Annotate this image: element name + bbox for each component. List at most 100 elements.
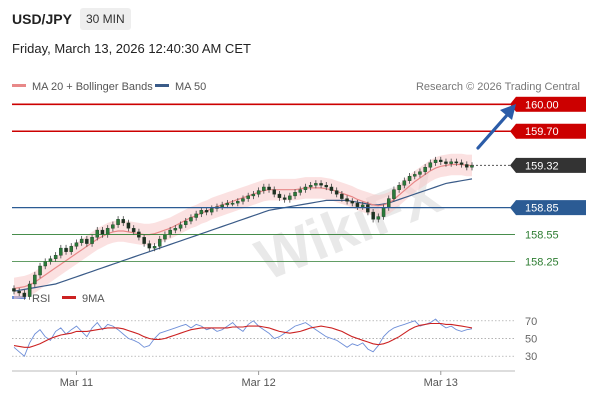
candle-body: [48, 258, 53, 262]
x-axis-ticks: Mar 11 Mar 12 Mar 13: [60, 371, 458, 389]
candle-body: [157, 238, 162, 247]
candle-body: [12, 288, 16, 292]
candle-body: [105, 228, 110, 235]
candle-body: [189, 217, 193, 222]
level-label: 158.55: [525, 230, 559, 242]
candle-body: [204, 210, 209, 213]
candle-body: [241, 198, 245, 202]
rsi-tick-label: 50: [525, 334, 537, 346]
level-badge: [516, 200, 586, 216]
candle-body: [314, 183, 318, 186]
candle-body: [298, 189, 303, 193]
ma50-line: [13, 178, 473, 292]
candle-body: [334, 190, 339, 195]
candle-body: [449, 161, 453, 164]
rsi-grid: 70 50 30: [12, 316, 537, 363]
candle-body: [465, 164, 469, 168]
candle-body: [85, 238, 89, 244]
candle-body: [413, 174, 417, 177]
x-tick-label: Mar 11: [60, 377, 93, 389]
candle-body: [33, 274, 37, 285]
candle-body: [43, 261, 48, 267]
candle-body: [74, 242, 79, 247]
candle-body: [282, 197, 287, 200]
ma20-legend-swatch: [12, 84, 26, 87]
candle-body: [355, 202, 360, 207]
candle-body: [69, 246, 73, 252]
candle-body: [444, 161, 448, 164]
candle-body: [454, 161, 459, 164]
rsi-tick-label: 30: [525, 351, 537, 363]
candle-body: [381, 207, 386, 217]
candle-body: [95, 229, 99, 238]
candle-body: [423, 166, 427, 172]
level-label: 158.25: [525, 257, 559, 269]
candle-body: [163, 234, 167, 240]
candle-body: [371, 211, 375, 220]
candle-body: [308, 184, 313, 188]
candle-body: [116, 219, 120, 225]
level-badge: [516, 96, 586, 112]
candle-body: [272, 189, 277, 195]
level-label: 159.70: [525, 126, 559, 138]
candle-body: [350, 201, 355, 204]
candle-body: [418, 171, 422, 175]
projection-arrow: [476, 104, 516, 150]
candle-body: [340, 193, 344, 199]
candle-body: [277, 193, 282, 198]
candle-body: [470, 165, 474, 168]
candle-body: [38, 265, 42, 276]
candle-body: [90, 237, 94, 244]
candle-body: [392, 189, 396, 199]
candle-body: [209, 208, 214, 213]
rsi-legend-label: RSI: [32, 293, 50, 305]
candle-body: [220, 204, 224, 207]
candle-body: [256, 190, 261, 195]
candle-body: [173, 228, 178, 231]
ma20-legend-label: MA 20 + Bollinger Bands: [32, 81, 153, 93]
candle-body: [79, 238, 84, 243]
ma50-legend-swatch: [155, 84, 169, 87]
candle-body: [27, 283, 32, 297]
candle-body: [64, 247, 68, 252]
candle-body: [433, 159, 438, 163]
ma50-line-group: [13, 178, 473, 292]
candle-body: [22, 292, 27, 297]
level-badge-pointer: [510, 123, 516, 139]
candle-body: [366, 204, 370, 213]
candle-body: [439, 159, 443, 162]
rsi-ma9-line: [13, 322, 473, 348]
timestamp: Friday, March 13, 2026 12:40:30 AM CET: [12, 41, 251, 56]
symbol-label: USD/JPY: [12, 11, 72, 27]
candle-body: [178, 224, 183, 229]
bollinger-bands: [14, 153, 472, 300]
level-label: 158.85: [525, 203, 559, 215]
candle-body: [329, 186, 334, 191]
level-badge: [516, 123, 586, 139]
candle-body: [376, 216, 381, 220]
candle-body: [345, 198, 349, 202]
candle-body: [397, 184, 401, 190]
candle-body: [199, 210, 204, 215]
ma9-legend-swatch: [62, 296, 76, 299]
candle-body: [459, 162, 464, 165]
candle-body: [246, 195, 250, 199]
candle-body: [230, 202, 235, 205]
candle-body: [194, 213, 198, 218]
candle-body: [131, 228, 136, 233]
candle-body: [402, 180, 407, 186]
candle-body: [168, 229, 172, 235]
candle-body: [100, 229, 105, 235]
candle-body: [225, 202, 230, 206]
rsi-lines: [13, 318, 473, 357]
rsi-tick-label: 70: [525, 316, 537, 328]
candle-body: [360, 204, 365, 207]
candle-body: [147, 243, 152, 249]
candle-body: [111, 224, 115, 229]
x-tick-label: Mar 12: [241, 377, 275, 389]
candle-body: [407, 175, 412, 181]
timeframe-button[interactable]: 30 MIN: [80, 8, 131, 30]
candle-body: [59, 247, 63, 256]
level-label: 160.00: [525, 99, 559, 111]
